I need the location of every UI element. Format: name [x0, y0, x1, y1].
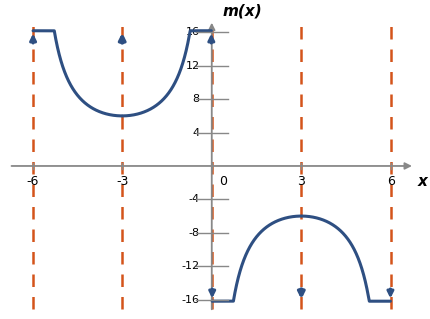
- Text: -6: -6: [26, 175, 39, 188]
- Text: 12: 12: [185, 61, 200, 71]
- Text: m(x): m(x): [222, 3, 261, 18]
- Text: -8: -8: [188, 228, 200, 238]
- Text: 0: 0: [219, 175, 227, 188]
- Text: -16: -16: [181, 294, 200, 305]
- Text: x: x: [417, 174, 427, 189]
- Text: -12: -12: [181, 261, 200, 271]
- Text: 8: 8: [192, 94, 200, 104]
- Text: -4: -4: [188, 194, 200, 204]
- Text: 16: 16: [185, 27, 200, 37]
- Text: 3: 3: [297, 175, 304, 188]
- Text: 4: 4: [192, 128, 200, 137]
- Text: -3: -3: [116, 175, 128, 188]
- Text: 6: 6: [386, 175, 394, 188]
